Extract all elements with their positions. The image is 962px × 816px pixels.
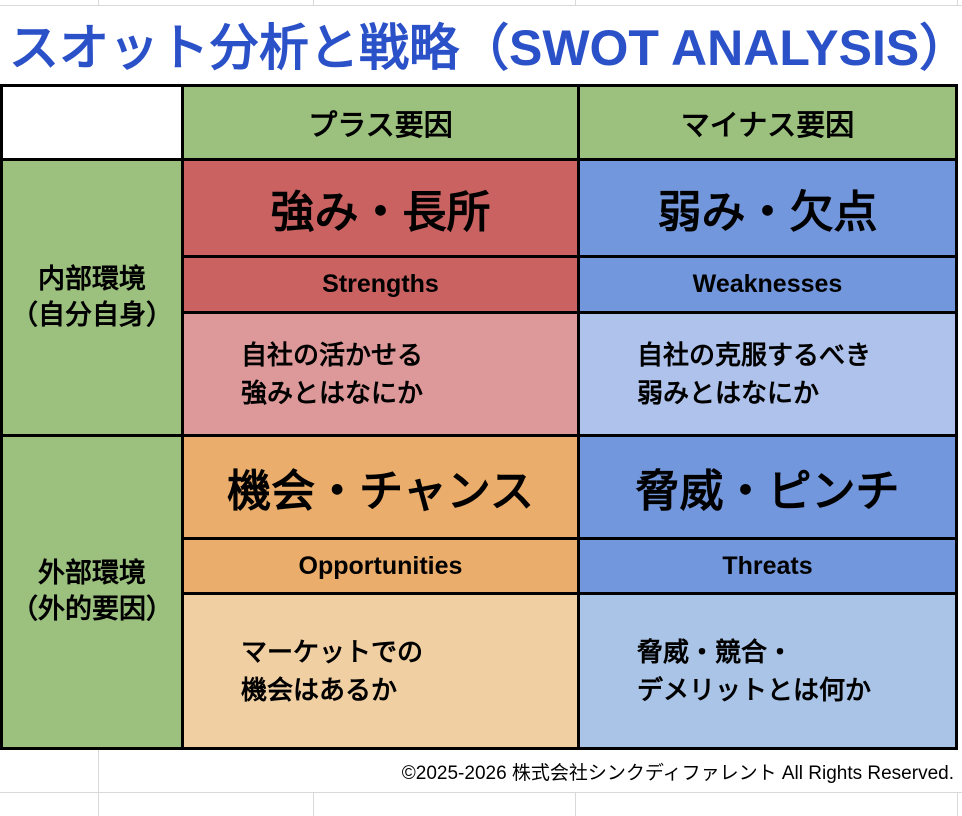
row-header-external-line1: 外部環境 [38,558,146,589]
page-title: スオット分析と戦略（SWOT ANALYSIS） [9,20,962,76]
gridline [313,0,314,5]
weaknesses-subtitle-cell: Weaknesses [580,258,955,311]
column-header-plus: プラス要因 [184,87,577,158]
threats-description-cell: 脅威・競合・ デメリットとは何か [580,595,955,747]
row-header-external: 外部環境 （外的要因） [3,437,181,747]
weaknesses-description-line2: 弱みとはなにか [637,378,820,408]
strengths-title-cell: 強み・長所 [184,161,577,255]
swot-matrix: プラス要因 マイナス要因 内部環境 （自分自身） 外部環境 （外的要因） 強み・… [0,84,958,750]
gridline [98,0,99,5]
row-header-external-line2: （外的要因） [11,594,173,624]
opportunities-description-line2: 機会はあるか [241,675,398,705]
threats-description-line1: 脅威・競合・ [637,637,794,667]
gridline [957,0,958,5]
strengths-description-cell: 自社の活かせる 強みとはなにか [184,314,577,434]
corner-cell [3,87,181,158]
opportunities-description-line1: マーケットでの [241,637,424,667]
copyright-text: ©2025-2026 株式会社シンクディファレント All Rights Res… [401,762,954,784]
strengths-subtitle-cell: Strengths [184,258,577,311]
gridline [313,793,314,816]
gridline [98,750,99,792]
strengths-description-line1: 自社の活かせる [241,340,424,370]
gridline [575,0,576,5]
gridline-top [0,5,962,6]
gridline [98,793,99,816]
gridline [575,793,576,816]
opportunities-description-cell: マーケットでの 機会はあるか [184,595,577,747]
gridline [957,793,958,816]
row-header-internal-line2: （自分自身） [11,299,173,330]
weaknesses-description-cell: 自社の克服するべき 弱みとはなにか [580,314,955,434]
row-header-internal: 内部環境 （自分自身） [3,161,181,434]
threats-description-line2: デメリットとは何か [637,675,872,705]
opportunities-title-cell: 機会・チャンス [184,437,577,537]
strengths-description-line2: 強みとはなにか [241,378,424,408]
weaknesses-title-cell: 弱み・欠点 [580,161,955,255]
threats-subtitle-cell: Threats [580,540,955,592]
opportunities-subtitle-cell: Opportunities [184,540,577,592]
column-header-minus: マイナス要因 [580,87,955,158]
gridline-bottom [0,792,962,793]
weaknesses-description-line1: 自社の克服するべき [637,340,872,370]
threats-title-cell: 脅威・ピンチ [580,437,955,537]
row-header-internal-line1: 内部環境 [38,263,146,294]
